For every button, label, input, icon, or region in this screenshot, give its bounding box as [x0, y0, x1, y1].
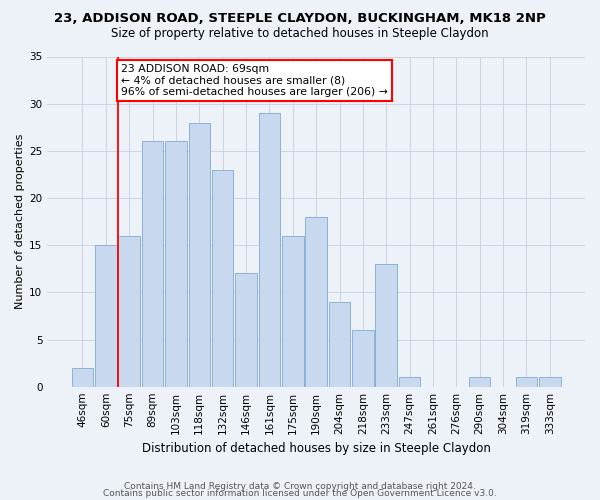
Bar	[469, 377, 490, 386]
Bar	[399, 377, 421, 386]
Text: Contains HM Land Registry data © Crown copyright and database right 2024.: Contains HM Land Registry data © Crown c…	[124, 482, 476, 491]
Bar	[352, 330, 374, 386]
X-axis label: Distribution of detached houses by size in Steeple Claydon: Distribution of detached houses by size …	[142, 442, 491, 455]
Bar	[282, 236, 304, 386]
Bar	[329, 302, 350, 386]
Bar	[212, 170, 233, 386]
Bar	[539, 377, 560, 386]
Bar	[95, 245, 116, 386]
Bar	[142, 142, 163, 386]
Text: 23, ADDISON ROAD, STEEPLE CLAYDON, BUCKINGHAM, MK18 2NP: 23, ADDISON ROAD, STEEPLE CLAYDON, BUCKI…	[54, 12, 546, 26]
Bar	[118, 236, 140, 386]
Text: Size of property relative to detached houses in Steeple Claydon: Size of property relative to detached ho…	[111, 28, 489, 40]
Text: 23 ADDISON ROAD: 69sqm
← 4% of detached houses are smaller (8)
96% of semi-detac: 23 ADDISON ROAD: 69sqm ← 4% of detached …	[121, 64, 388, 97]
Bar	[259, 113, 280, 386]
Text: Contains public sector information licensed under the Open Government Licence v3: Contains public sector information licen…	[103, 490, 497, 498]
Bar	[165, 142, 187, 386]
Bar	[376, 264, 397, 386]
Bar	[72, 368, 93, 386]
Bar	[235, 274, 257, 386]
Bar	[515, 377, 537, 386]
Bar	[188, 122, 210, 386]
Y-axis label: Number of detached properties: Number of detached properties	[15, 134, 25, 310]
Bar	[305, 217, 327, 386]
